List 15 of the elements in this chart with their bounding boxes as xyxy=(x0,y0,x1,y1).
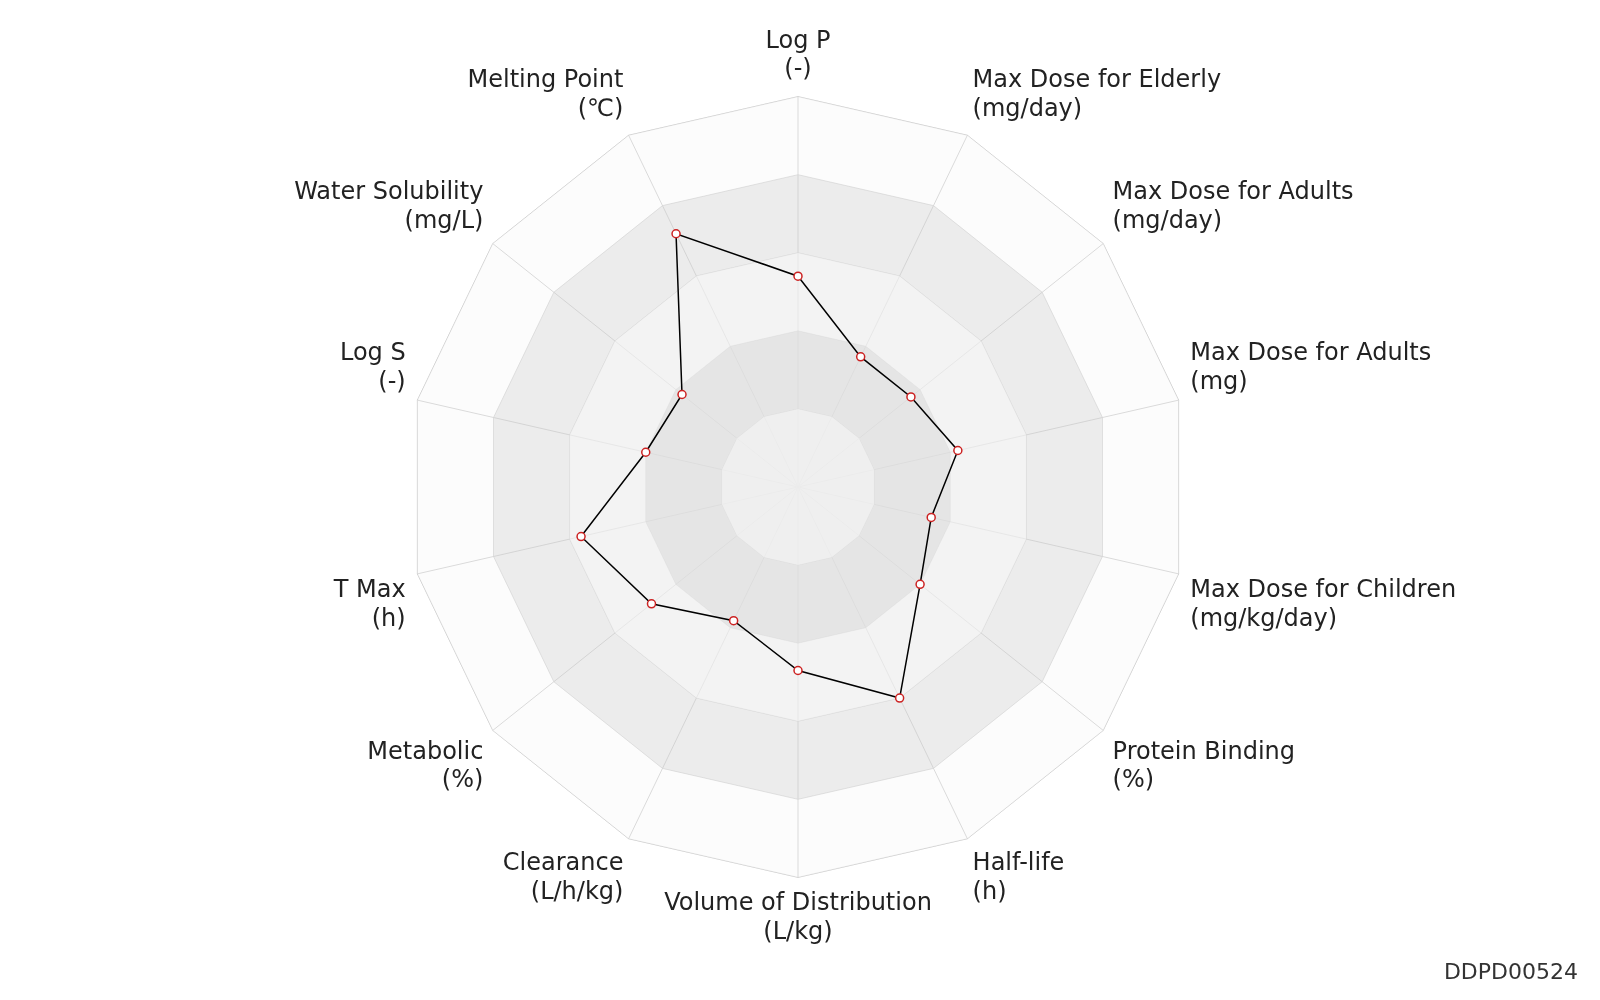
spoke-label: Melting Point (℃) xyxy=(467,65,624,123)
spoke-label: Max Dose for Adults (mg/day) xyxy=(1112,177,1354,234)
spoke-label: T Max (h) xyxy=(332,575,406,632)
spoke-label: Max Dose for Elderly (mg/day) xyxy=(972,65,1222,123)
spoke-label: Max Dose for Children (mg/kg/day) xyxy=(1190,575,1457,632)
spoke-label: Max Dose for Adults (mg) xyxy=(1190,338,1432,396)
spoke-label: Metabolic (%) xyxy=(367,736,484,794)
spoke-label: Clearance (L/h/kg) xyxy=(502,848,624,905)
spoke-label: Half-life (h) xyxy=(972,848,1065,905)
spoke-label: Protein Binding (%) xyxy=(1112,736,1296,794)
text: DDPD00524 xyxy=(1443,959,1578,984)
spoke-label: Log P (-) xyxy=(765,25,831,83)
spoke-label: Log S (-) xyxy=(339,338,406,396)
spoke-label: Volume of Distribution (L/kg) xyxy=(664,888,932,945)
spoke-label: Water Solubility (mg/L) xyxy=(294,177,484,234)
